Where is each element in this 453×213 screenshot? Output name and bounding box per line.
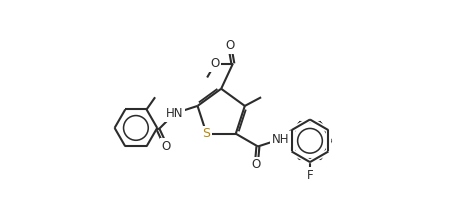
- Text: F: F: [307, 169, 313, 182]
- Text: S: S: [202, 127, 211, 140]
- Text: O: O: [225, 39, 234, 52]
- Text: O: O: [211, 57, 220, 70]
- Text: NH: NH: [272, 132, 289, 145]
- Text: O: O: [252, 158, 261, 171]
- Text: O: O: [161, 140, 171, 153]
- Text: HN: HN: [166, 107, 183, 120]
